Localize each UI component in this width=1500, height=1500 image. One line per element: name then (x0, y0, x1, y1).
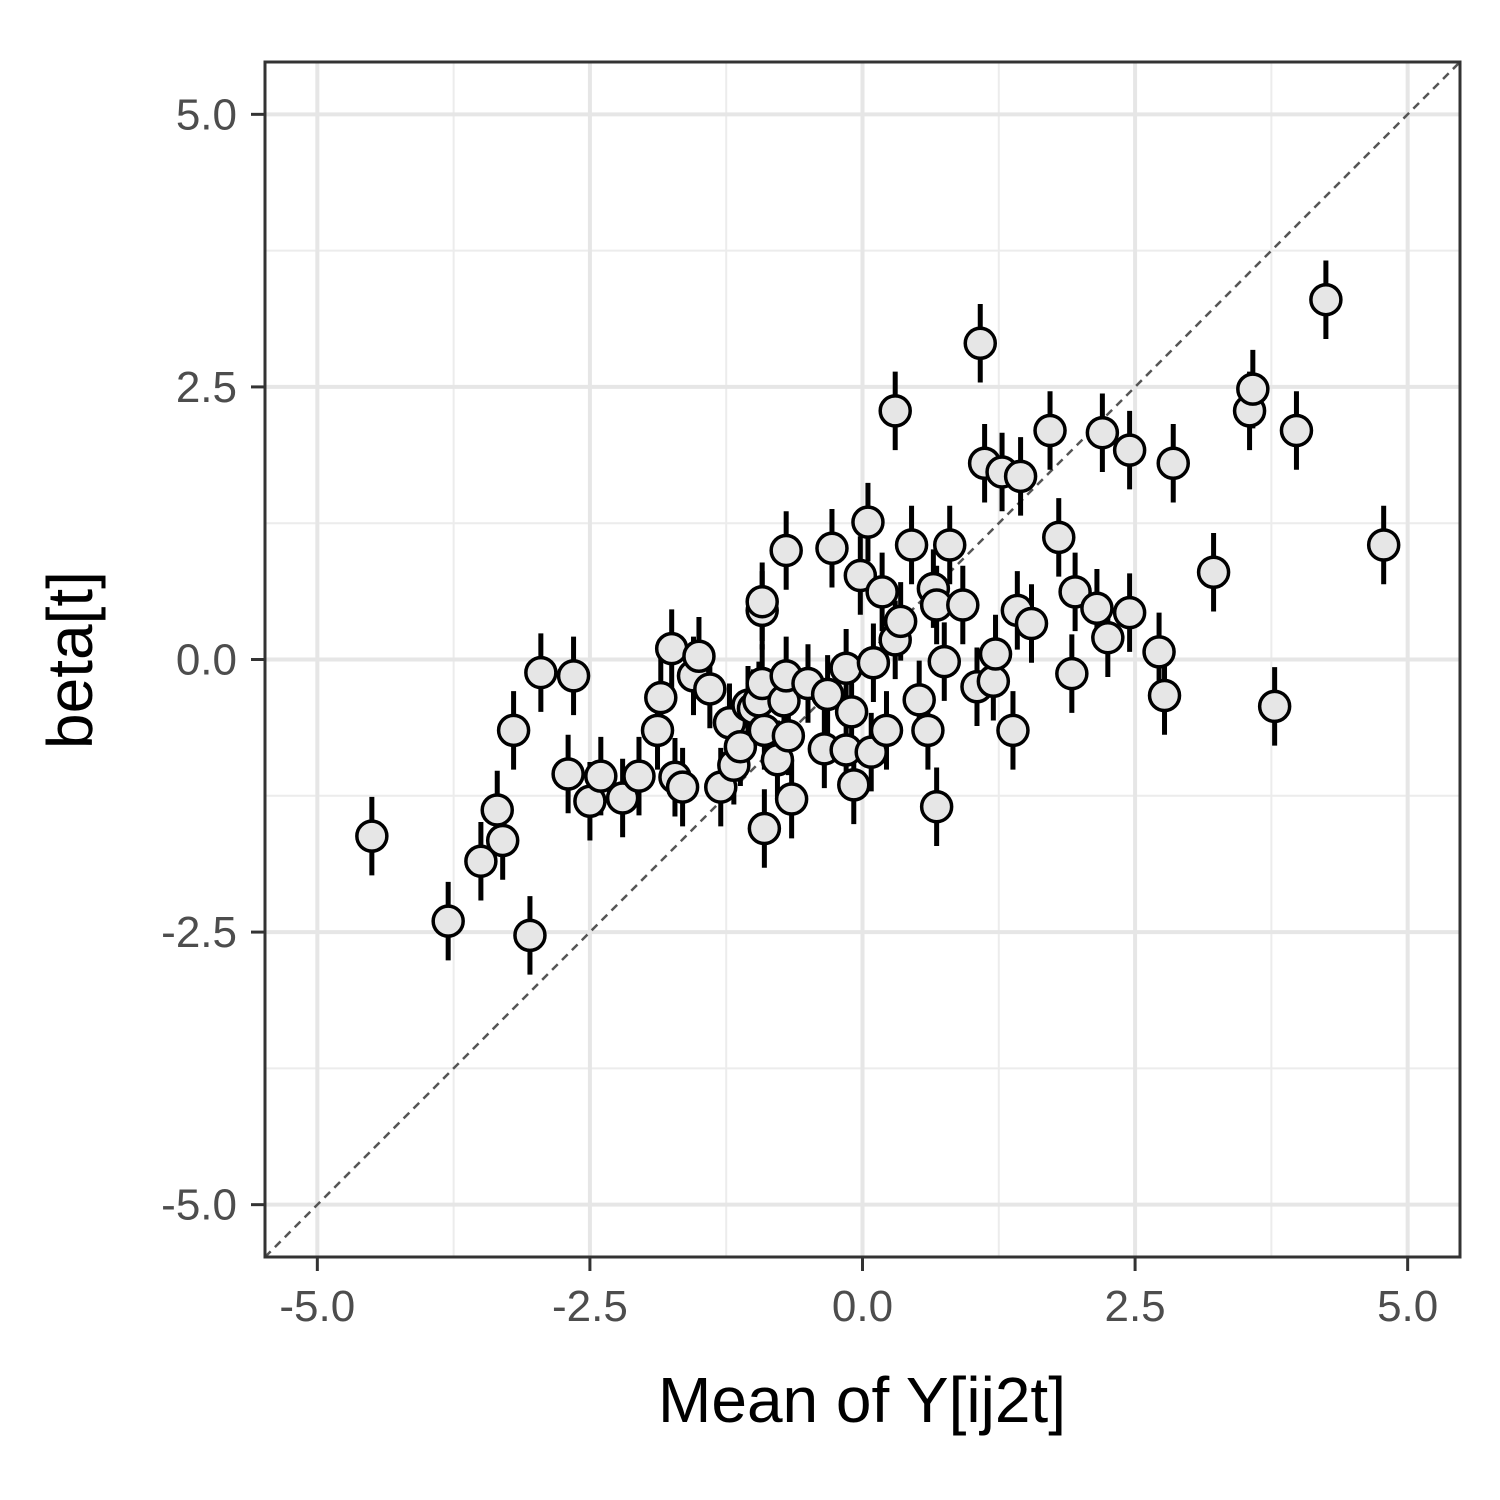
data-point (747, 811, 782, 846)
y-axis-title: beta[t] (34, 571, 106, 749)
data-point (911, 713, 945, 748)
data-point (946, 588, 980, 622)
data-point (1085, 415, 1120, 450)
data-point (1014, 606, 1049, 641)
data-point (865, 575, 899, 609)
data-point (1279, 413, 1314, 448)
data-points (355, 282, 1401, 953)
data-point (496, 713, 531, 748)
data-point (843, 558, 878, 593)
data-point (815, 531, 849, 566)
data-point (996, 713, 1030, 748)
data-point (1257, 689, 1292, 724)
data-point (976, 664, 1011, 699)
data-point (640, 713, 675, 748)
x-tick-label: 0.0 (832, 1282, 893, 1331)
data-point (605, 781, 640, 815)
y-tick-label: 0.0 (176, 636, 237, 685)
data-point (878, 394, 912, 428)
data-point (464, 844, 498, 878)
data-point (1236, 372, 1270, 406)
data-point (1003, 459, 1038, 494)
data-point (682, 639, 716, 673)
data-point (774, 782, 809, 816)
data-point (355, 819, 389, 853)
data-point (963, 326, 998, 361)
data-point (829, 651, 863, 685)
data-point (1080, 591, 1114, 626)
data-point (1366, 528, 1401, 562)
data-point (869, 713, 904, 748)
data-point (480, 793, 514, 827)
y-tick-label: -2.5 (161, 908, 237, 957)
data-point (837, 768, 871, 802)
data-point (771, 719, 806, 753)
data-point (834, 695, 869, 729)
data-point (927, 644, 962, 679)
data-point (584, 759, 618, 793)
data-point (919, 789, 954, 824)
data-point (654, 631, 689, 666)
data-point (551, 757, 585, 791)
data-point (856, 646, 891, 680)
data-point (556, 659, 591, 693)
data-point (644, 680, 678, 715)
data-point (513, 918, 547, 953)
data-point (723, 729, 758, 764)
data-point (1112, 433, 1147, 467)
data-point (431, 904, 465, 938)
data-point (665, 770, 700, 804)
data-point (769, 533, 803, 568)
data-point (902, 683, 936, 717)
data-point (1156, 446, 1190, 480)
data-point (1042, 520, 1076, 555)
y-axis: -5.0 -2.5 0.0 2.5 5.0 (161, 90, 265, 1230)
data-point (1142, 635, 1176, 669)
data-point (622, 759, 656, 793)
x-axis-title: Mean of Y[ij2t] (658, 1364, 1066, 1436)
y-tick-label: 2.5 (176, 363, 237, 412)
data-point (1033, 413, 1067, 448)
data-point (693, 672, 727, 706)
data-point (1055, 656, 1089, 691)
data-point (932, 528, 967, 562)
data-point (1309, 282, 1343, 317)
data-point (883, 604, 918, 639)
x-tick-label: 2.5 (1104, 1282, 1165, 1331)
x-axis: -5.0 -2.5 0.0 2.5 5.0 (279, 1257, 1438, 1331)
data-point (745, 584, 779, 619)
data-point (485, 823, 520, 858)
y-tick-label: -5.0 (161, 1181, 237, 1230)
y-tick-label: 5.0 (176, 90, 237, 139)
data-point (1058, 575, 1092, 609)
data-point (1147, 678, 1182, 713)
data-point (1091, 620, 1125, 655)
data-point (1196, 555, 1231, 590)
x-tick-label: 5.0 (1377, 1282, 1438, 1331)
data-point (1112, 595, 1147, 630)
plot-panel (263, 60, 1462, 1259)
x-tick-label: -2.5 (552, 1282, 628, 1331)
data-point (524, 655, 558, 690)
data-point (810, 677, 845, 712)
data-point (851, 505, 885, 539)
data-point (894, 528, 929, 562)
x-tick-label: -5.0 (279, 1282, 355, 1331)
data-point (978, 637, 1013, 671)
